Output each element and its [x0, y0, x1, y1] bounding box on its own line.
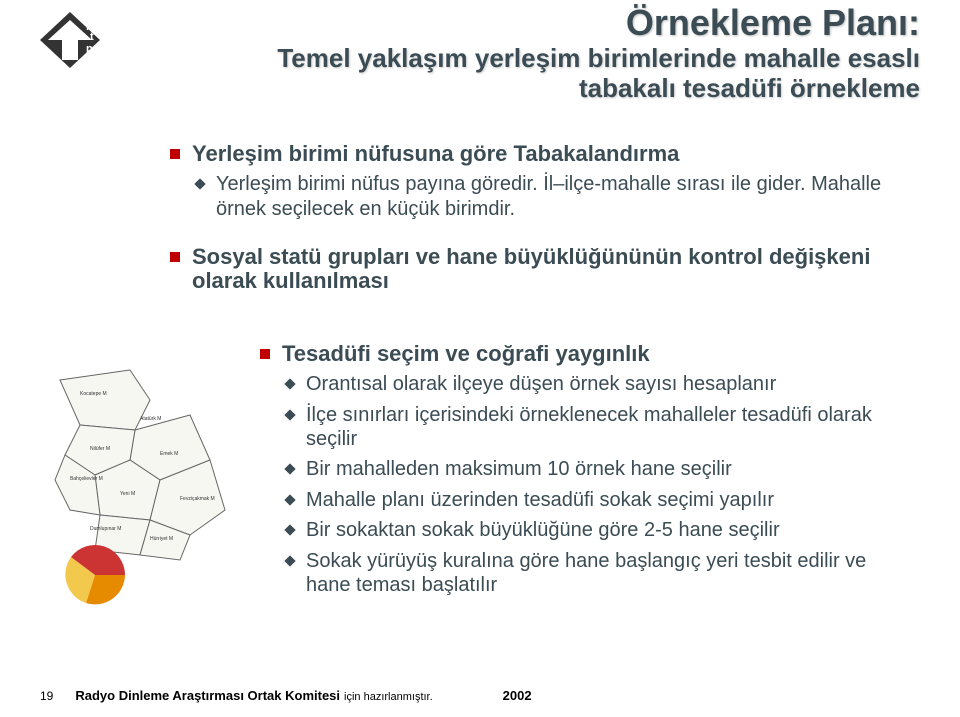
svg-text:Fevziçakmak M: Fevziçakmak M: [180, 496, 215, 502]
bullet-l2: Mahalle planı üzerinden tesadüfi sokak s…: [286, 488, 900, 512]
title-main: Örnekleme Planı:: [120, 4, 920, 42]
bullet-text: Bir sokaktan sokak büyüklüğüne göre 2-5 …: [306, 518, 780, 542]
bullet-l2: Orantısal olarak ilçeye düşen örnek sayı…: [286, 372, 900, 396]
bullet-l1: Yerleşim birimi nüfusuna göre Tabakaland…: [170, 142, 900, 166]
footer: 19 Radyo Dinleme Araştırması Ortak Komit…: [40, 688, 920, 703]
bullet-diamond-icon: [284, 524, 295, 535]
footer-bold: Radyo Dinleme Araştırması Ortak Komitesi: [75, 688, 340, 703]
content-lower: Tesadüfi seçim ve coğrafi yaygınlık Oran…: [260, 342, 900, 603]
bullet-l2: Bir sokaktan sokak büyüklüğüne göre 2-5 …: [286, 518, 900, 542]
svg-text:Hürriyet M: Hürriyet M: [150, 536, 173, 542]
content-upper: Yerleşim birimi nüfusuna göre Tabakaland…: [170, 142, 900, 299]
svg-text:Dumlupınar M: Dumlupınar M: [90, 526, 121, 532]
bullet-red-icon: [260, 349, 270, 359]
map-illustration: Kocatepe M Atatürk M Nilüfer M Emek M Ba…: [40, 360, 240, 610]
bullet-diamond-icon: [194, 179, 205, 190]
bullet-diamond-icon: [284, 464, 295, 475]
svg-text:Nilüfer M: Nilüfer M: [90, 446, 110, 452]
bullet-l2: Yerleşim birimi nüfus payına göredir. İl…: [196, 172, 900, 221]
bullet-red-icon: [170, 252, 180, 262]
title-sub-line1: Temel yaklaşım yerleşim birimlerinde mah…: [120, 44, 920, 74]
page-number: 19: [40, 689, 53, 703]
svg-text:Yeni M: Yeni M: [120, 491, 135, 497]
bullet-l1: Sosyal statü grupları ve hane büyüklüğün…: [170, 245, 900, 293]
bullet-text: Sosyal statü grupları ve hane büyüklüğün…: [192, 245, 900, 293]
title-block: Örnekleme Planı: Temel yaklaşım yerleşim…: [120, 4, 920, 104]
footer-year: 2002: [503, 688, 532, 703]
bullet-text: Orantısal olarak ilçeye düşen örnek sayı…: [306, 372, 776, 396]
spacer: [170, 227, 900, 245]
svg-text:p: p: [86, 43, 93, 55]
svg-text:t: t: [90, 31, 94, 43]
svg-text:Bahçelievler M: Bahçelievler M: [70, 476, 103, 482]
logo: h t p: [30, 10, 110, 70]
bullet-text: Yerleşim birimi nüfus payına göredir. İl…: [216, 172, 900, 221]
svg-text:Atatürk M: Atatürk M: [140, 416, 161, 422]
bullet-l2: İlçe sınırları içerisindeki örneklenecek…: [286, 403, 900, 452]
bullet-l2: Sokak yürüyüş kuralına göre hane başlang…: [286, 549, 900, 598]
bullet-text: Mahalle planı üzerinden tesadüfi sokak s…: [306, 488, 774, 512]
slide: h t p Örnekleme Planı: Temel yaklaşım ye…: [0, 0, 960, 717]
title-sub-line2: tabakalı tesadüfi örnekleme: [120, 74, 920, 104]
footer-light: için hazırlanmıştır.: [344, 691, 433, 703]
bullet-text: Yerleşim birimi nüfusuna göre Tabakaland…: [192, 142, 679, 166]
bullet-l2: Bir mahalleden maksimum 10 örnek hane se…: [286, 457, 900, 481]
bullet-diamond-icon: [284, 409, 295, 420]
svg-text:Emek M: Emek M: [160, 451, 178, 457]
bullet-l1: Tesadüfi seçim ve coğrafi yaygınlık: [260, 342, 900, 366]
bullet-diamond-icon: [284, 379, 295, 390]
bullet-text: İlçe sınırları içerisindeki örneklenecek…: [306, 403, 900, 452]
bullet-text: Tesadüfi seçim ve coğrafi yaygınlık: [282, 342, 650, 366]
bullet-red-icon: [170, 149, 180, 159]
svg-text:Kocatepe M: Kocatepe M: [80, 391, 107, 397]
bullet-diamond-icon: [284, 555, 295, 566]
bullet-text: Sokak yürüyüş kuralına göre hane başlang…: [306, 549, 900, 598]
bullet-text: Bir mahalleden maksimum 10 örnek hane se…: [306, 457, 732, 481]
bullet-diamond-icon: [284, 494, 295, 505]
